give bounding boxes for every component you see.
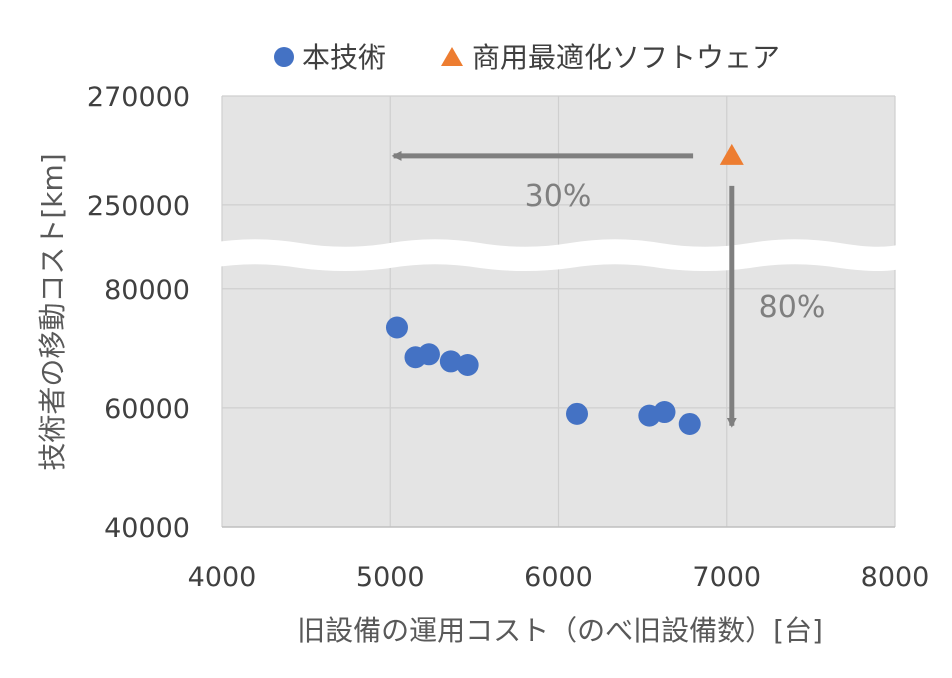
data-point-series-0-0 [385,316,408,339]
data-points [385,143,744,435]
data-point-series-0-7 [653,401,676,424]
y-tick-label: 40000 [104,513,190,544]
y-tick-label: 60000 [104,394,190,425]
y-tick-label: 250000 [87,191,190,222]
annotations: 30% 80% [391,150,826,428]
legend-marker-series-0 [274,47,294,67]
y-tick-label: 80000 [104,275,190,306]
y-tick-labels: 40000 60000 80000 250000 270000 [87,82,190,544]
y-tick-label: 270000 [87,82,190,113]
data-point-series-0-4 [456,354,479,377]
annotation-30-percent: 30% [525,179,592,214]
legend: 本技術 商用最適化ソフトウェア [274,41,780,74]
x-tick-label: 8000 [861,562,930,593]
data-point-series-0-5 [566,402,589,425]
x-tick-labels: 4000 5000 6000 7000 8000 [188,562,930,593]
legend-marker-series-1 [441,47,463,66]
x-tick-label: 7000 [692,562,761,593]
data-point-series-0-8 [678,412,701,435]
data-point-series-0-2 [417,343,440,366]
x-tick-label: 5000 [356,562,425,593]
data-point-series-1-0 [719,143,744,165]
annotation-80-percent: 80% [759,290,826,325]
data-point-series-0-3 [439,350,462,373]
x-axis-title: 旧設備の運用コスト（のべ旧設備数）[台] [297,614,823,647]
gridlines [221,95,896,527]
x-tick-label: 6000 [524,562,593,593]
x-tick-label: 4000 [188,562,257,593]
legend-label-series-0: 本技術 [302,41,386,74]
legend-label-series-1: 商用最適化ソフトウェア [472,41,780,74]
y-axis-title: 技術者の移動コスト[km] [36,153,69,470]
